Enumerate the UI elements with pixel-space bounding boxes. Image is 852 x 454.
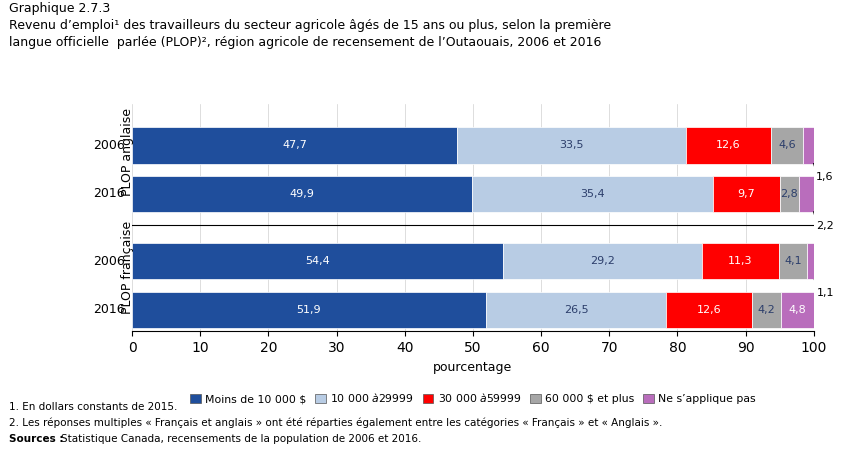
Bar: [702, 243, 779, 280]
Bar: [780, 176, 798, 212]
Text: langue officielle  parlée (PLOP)², région agricole de recensement de l’Outaouais: langue officielle parlée (PLOP)², région…: [9, 36, 601, 49]
Bar: [713, 176, 780, 212]
Legend: Moins de 10 000 $, 10 000 $ à 29 999 $, 30 000 $ à 59 999 $, 60 000 $ et plus, N: Moins de 10 000 $, 10 000 $ à 29 999 $, …: [186, 387, 760, 409]
Bar: [798, 176, 814, 212]
Text: PLOP française: PLOP française: [121, 221, 135, 314]
Text: 1,6: 1,6: [815, 172, 833, 182]
Bar: [503, 243, 702, 280]
Text: 9,7: 9,7: [738, 189, 756, 199]
Text: 11,3: 11,3: [728, 257, 752, 266]
X-axis label: pourcentage: pourcentage: [433, 360, 513, 374]
Text: 2,2: 2,2: [815, 221, 833, 231]
Bar: [458, 128, 686, 163]
Text: 4,2: 4,2: [757, 305, 775, 315]
Text: 1. En dollars constants de 2015.: 1. En dollars constants de 2015.: [9, 402, 177, 412]
Text: 54,4: 54,4: [305, 257, 330, 266]
Text: 29,2: 29,2: [590, 257, 615, 266]
Bar: [472, 176, 713, 212]
Text: 4,8: 4,8: [788, 305, 806, 315]
Text: 12,6: 12,6: [717, 140, 740, 150]
Bar: [132, 128, 458, 163]
Text: Statistique Canada, recensements de la population de 2006 et 2016.: Statistique Canada, recensements de la p…: [61, 434, 422, 444]
Text: 33,5: 33,5: [559, 140, 584, 150]
Text: 2. Les réponses multiples « Français et anglais » ont été réparties également en: 2. Les réponses multiples « Français et …: [9, 418, 662, 428]
Bar: [132, 291, 486, 328]
Bar: [779, 243, 807, 280]
Text: 47,7: 47,7: [282, 140, 307, 150]
Text: 4,1: 4,1: [784, 257, 802, 266]
Text: 2016: 2016: [94, 187, 125, 200]
Bar: [781, 291, 814, 328]
Bar: [686, 128, 771, 163]
Bar: [771, 128, 803, 163]
Bar: [752, 291, 781, 328]
Text: 2006: 2006: [94, 139, 125, 152]
Bar: [486, 291, 666, 328]
Text: 51,9: 51,9: [296, 305, 321, 315]
Text: 26,5: 26,5: [564, 305, 589, 315]
Text: PLOP anglaise: PLOP anglaise: [121, 108, 135, 196]
Text: 2,8: 2,8: [780, 189, 798, 199]
Text: 4,6: 4,6: [778, 140, 796, 150]
Bar: [803, 128, 814, 163]
Bar: [132, 243, 503, 280]
Text: Sources :: Sources :: [9, 434, 66, 444]
Text: 2006: 2006: [94, 255, 125, 268]
Bar: [132, 176, 472, 212]
Text: 12,6: 12,6: [697, 305, 722, 315]
Text: Revenu d’emploi¹ des travailleurs du secteur agricole âgés de 15 ans ou plus, se: Revenu d’emploi¹ des travailleurs du sec…: [9, 19, 611, 32]
Bar: [807, 243, 815, 280]
Text: 49,9: 49,9: [290, 189, 314, 199]
Text: 1,1: 1,1: [816, 288, 834, 298]
Text: Graphique 2.7.3: Graphique 2.7.3: [9, 2, 110, 15]
Text: 35,4: 35,4: [580, 189, 605, 199]
Text: 2016: 2016: [94, 303, 125, 316]
Bar: [666, 291, 752, 328]
